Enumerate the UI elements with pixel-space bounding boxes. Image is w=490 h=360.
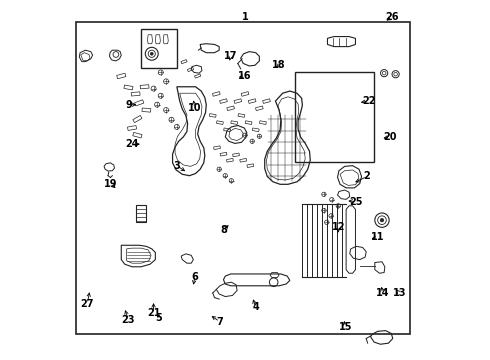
Text: 22: 22 [362,96,375,106]
Text: 21: 21 [147,308,160,318]
Text: 27: 27 [80,299,94,309]
Text: 17: 17 [224,51,238,61]
Text: 3: 3 [173,161,180,171]
Bar [76,22,410,334]
Text: 15: 15 [339,322,352,332]
Text: 13: 13 [392,288,406,298]
Text: 7: 7 [217,317,223,327]
Text: 26: 26 [385,12,399,22]
Circle shape [150,52,153,55]
Text: 4: 4 [252,302,259,312]
Text: 14: 14 [376,288,390,298]
Circle shape [380,219,384,222]
Text: 9: 9 [125,100,132,110]
Bar [136,205,147,222]
Text: 5: 5 [155,313,162,323]
Text: 11: 11 [371,232,385,242]
Text: 16: 16 [238,71,252,81]
Text: 23: 23 [122,315,135,325]
Text: 18: 18 [272,60,286,70]
Text: 8: 8 [220,225,227,235]
Text: 1: 1 [242,12,248,22]
Text: 20: 20 [384,132,397,142]
Text: 2: 2 [364,171,370,181]
Text: 25: 25 [349,197,363,207]
Bar [295,72,374,162]
Text: 24: 24 [125,139,139,149]
Text: 10: 10 [188,103,201,113]
Text: 12: 12 [332,222,345,231]
Text: 6: 6 [192,272,198,282]
Bar [141,29,177,68]
Text: 19: 19 [104,179,117,189]
